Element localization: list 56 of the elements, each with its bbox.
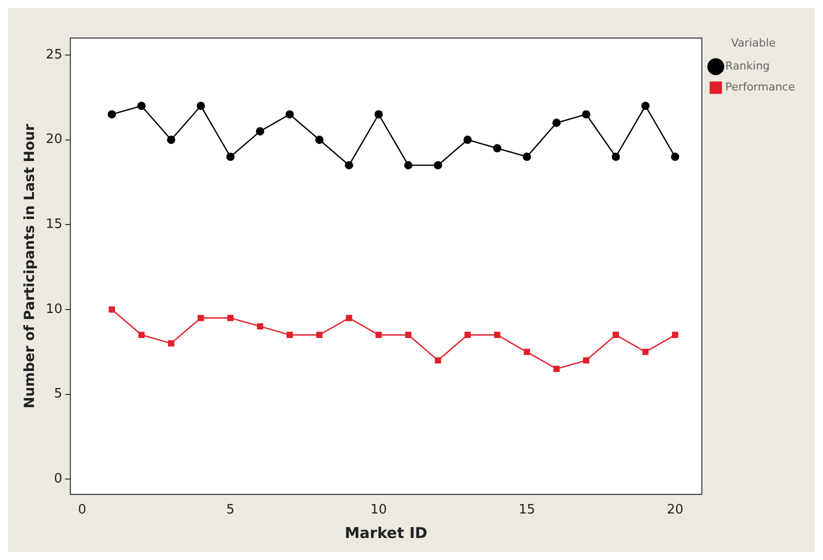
x-tick-label: 15 (518, 502, 536, 518)
point (494, 332, 500, 338)
y-tick-label: 0 (54, 472, 62, 487)
point (196, 102, 205, 110)
point (641, 102, 650, 110)
point (346, 314, 352, 322)
point (672, 332, 678, 338)
point (522, 152, 532, 161)
point (316, 332, 322, 338)
point (256, 323, 264, 330)
point (286, 332, 293, 338)
point (404, 161, 412, 170)
point (524, 348, 530, 356)
point (256, 127, 264, 136)
legend-label: Performance (725, 80, 796, 94)
y-tick-label: 10 (46, 302, 62, 317)
point (108, 110, 116, 118)
point (405, 332, 412, 338)
y-axis-title: Number of Participants in Last Hour (22, 124, 38, 408)
point (226, 152, 235, 161)
point (464, 332, 471, 338)
point (198, 314, 204, 322)
point (553, 366, 560, 372)
y-tick-label: 5 (54, 386, 62, 402)
point (374, 110, 383, 118)
y-tick-label: 20 (46, 132, 62, 148)
point (583, 357, 590, 364)
x-tick-label: 20 (666, 502, 684, 518)
point (344, 161, 354, 170)
legend-title: Variable (731, 36, 776, 50)
y-tick-label: 15 (46, 217, 62, 232)
point (434, 161, 442, 170)
point (670, 152, 680, 161)
x-tick-label: 5 (226, 502, 235, 518)
point (108, 306, 115, 313)
y-tick-label: 25 (46, 47, 62, 62)
point (227, 314, 234, 322)
point (582, 110, 590, 118)
legend-label: Ranking (725, 60, 770, 73)
point (463, 136, 472, 144)
point (552, 118, 561, 127)
point (137, 102, 146, 110)
point (376, 332, 382, 338)
point (138, 332, 145, 338)
point (612, 152, 620, 161)
point (315, 136, 324, 144)
point (286, 110, 294, 118)
point (642, 348, 649, 356)
point (612, 332, 619, 338)
x-axis-title: Market ID (344, 524, 428, 542)
x-tick-label: 10 (370, 502, 387, 518)
x-tick-label: 0 (78, 502, 86, 518)
point (493, 144, 502, 152)
point (166, 136, 176, 144)
point (434, 357, 442, 364)
point (168, 340, 174, 347)
